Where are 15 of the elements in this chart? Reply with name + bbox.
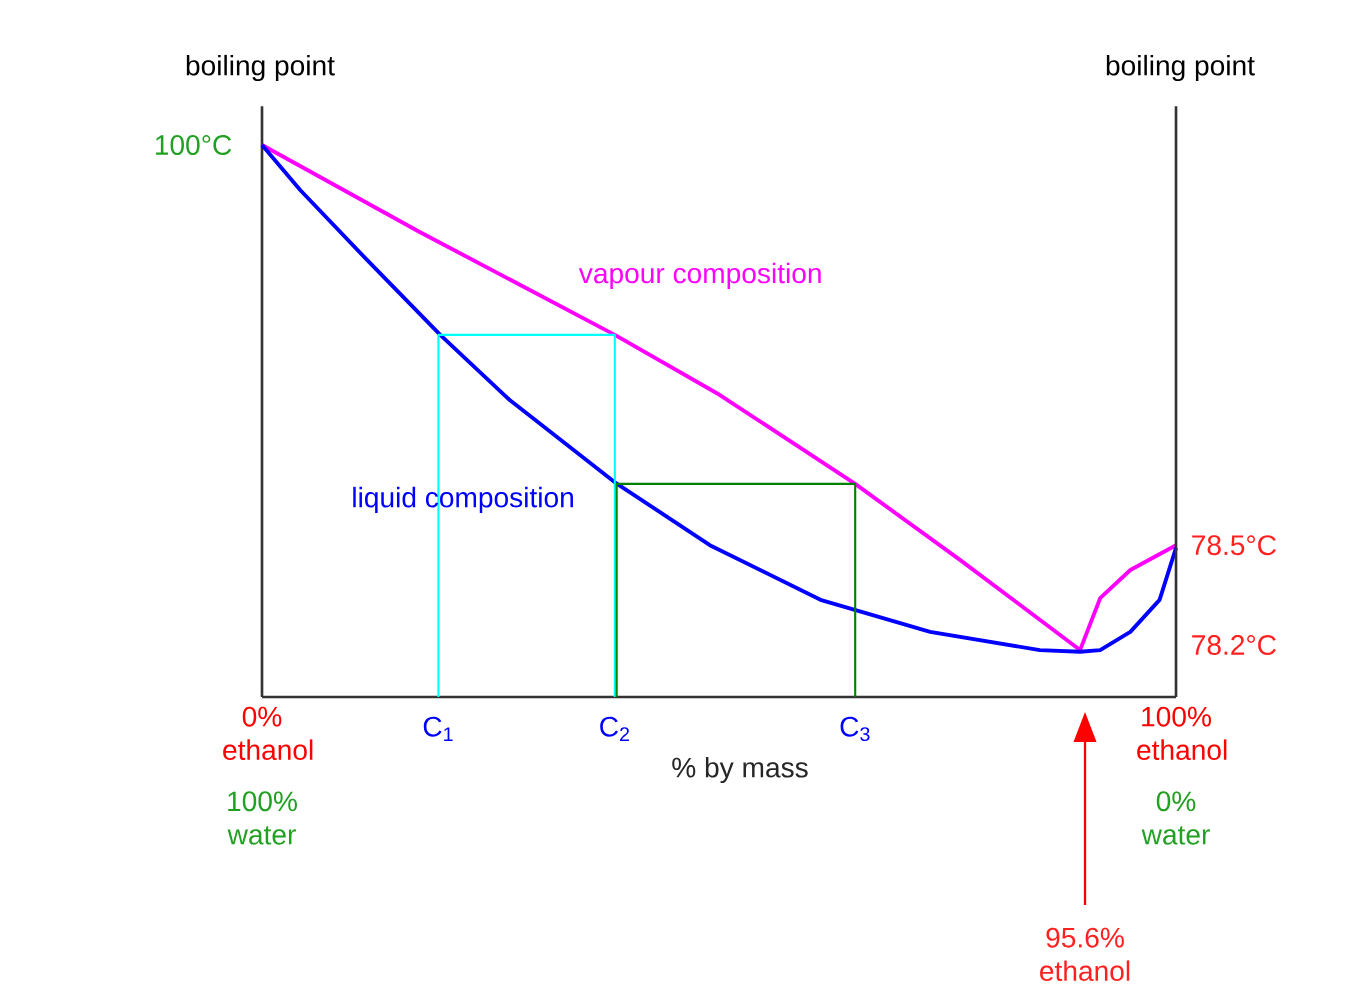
x-tick-label: 100% ethanol — [1137, 706, 1227, 761]
annotation: 100°C — [155, 135, 232, 155]
x-axis-title: % by mass — [672, 756, 808, 784]
series-label: vapour composition — [578, 262, 821, 289]
y2-axis-title: boiling point — [1106, 54, 1255, 82]
y-axis-title: boiling point — [186, 54, 335, 82]
annotation: 78.5°C — [1192, 535, 1276, 556]
x-tick-label: 0% ethanol — [223, 706, 313, 761]
text: 0% water — [1141, 791, 1210, 845]
text: 95.6% ethanol — [1040, 927, 1130, 982]
text: 100% water — [227, 791, 297, 845]
annotation: C$_{2}$ — [600, 716, 629, 741]
annotation: C$_{3}$ — [840, 716, 870, 742]
text: 78.2°C — [1192, 635, 1276, 655]
annotation: C$_{1}$ — [423, 716, 453, 741]
